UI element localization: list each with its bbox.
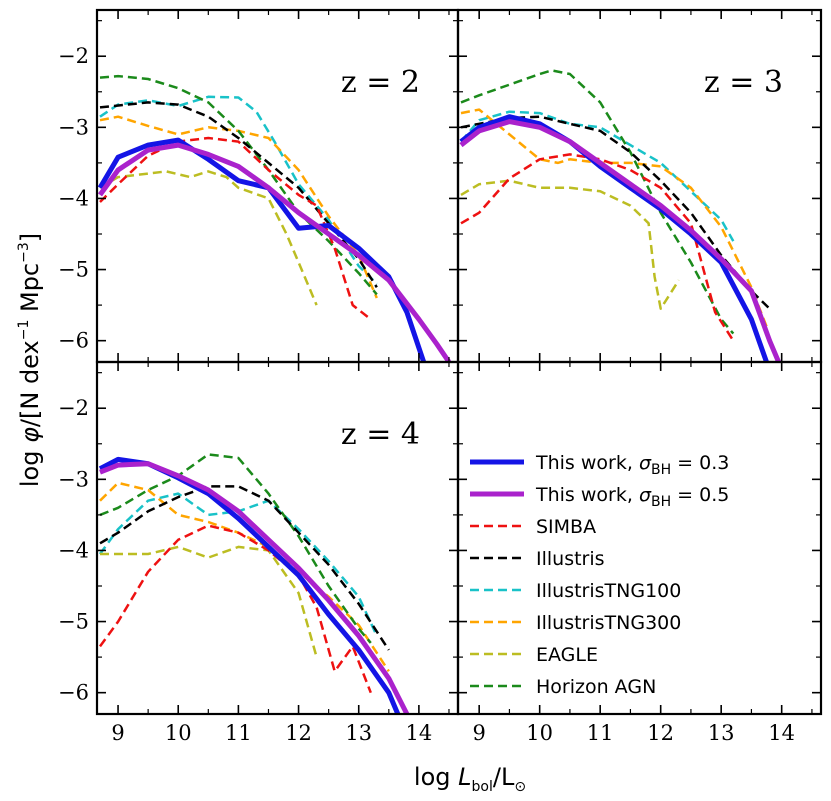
series-line-horizon-agn-panel-2 bbox=[460, 69, 735, 335]
y-tick-label: −4 bbox=[58, 538, 89, 562]
series-line-simba-panel-1 bbox=[99, 136, 372, 321]
panel-2-ticks bbox=[458, 10, 821, 362]
legend-label: This work, σBH = 0.5 bbox=[535, 484, 729, 510]
series-line-illustristng300-panel-1 bbox=[99, 115, 378, 299]
panel-4-ticks bbox=[458, 362, 821, 714]
panel-frame-3 bbox=[95, 360, 460, 716]
legend-item-illustristng100: IllustrisTNG100 bbox=[470, 580, 681, 602]
y-tick-label: −6 bbox=[58, 681, 89, 705]
series-line-eagle-panel-3 bbox=[100, 545, 318, 658]
series-line-illustristng300-panel-2 bbox=[460, 108, 768, 327]
x-tick-label: 12 bbox=[647, 721, 674, 745]
frame-layer: −6 −5 −4 −3 −2 −6 −5 −4 −3 −2 9 10 11 12 13 14 9 10 11 12 13… bbox=[58, 8, 823, 745]
series-line-illustristng300-panel-3 bbox=[99, 481, 390, 672]
y-tick-label: −3 bbox=[58, 115, 89, 139]
x-tick-label: 10 bbox=[526, 721, 553, 745]
panel-1-series bbox=[97, 74, 452, 362]
y-tick-label: −3 bbox=[58, 467, 89, 491]
y-tick-label: −2 bbox=[58, 44, 89, 68]
legend-item-this-work-0-5: This work, σBH = 0.5 bbox=[470, 484, 729, 510]
x-tick-label: 14 bbox=[406, 721, 433, 745]
x-axis-label: log Lbol/L⊙ bbox=[414, 763, 526, 795]
x-tick-label: 11 bbox=[225, 721, 252, 745]
x-tick-label: 14 bbox=[768, 721, 795, 745]
panel-label-1: z = 2 bbox=[341, 65, 420, 100]
series-line-simba-panel-3 bbox=[98, 524, 372, 694]
series-line-illustristng100-panel-2 bbox=[460, 110, 735, 242]
series-line-this-work-sigma-0-5-panel-2 bbox=[459, 119, 781, 362]
panel-frame-4 bbox=[456, 360, 823, 716]
panel-label-3: z = 4 bbox=[341, 417, 420, 452]
series-line-horizon-agn-panel-3 bbox=[99, 453, 372, 644]
x-tick-label: 13 bbox=[708, 721, 735, 745]
panel-3-ticks bbox=[97, 362, 458, 714]
legend-label: Illustris bbox=[536, 548, 605, 570]
y-axis-label: log φ/[N dex−1 Mpc−3] bbox=[16, 233, 44, 487]
legend: This work, σBH = 0.3 This work, σBH = 0.5… bbox=[470, 452, 729, 698]
x-tick-label: 10 bbox=[165, 721, 192, 745]
panel-1-ticks bbox=[97, 10, 458, 362]
x-tick-label: 9 bbox=[111, 721, 124, 745]
series-line-this-work-sigma-0-3-panel-1 bbox=[97, 137, 427, 362]
panel-3: z = 4 bbox=[98, 417, 420, 714]
series-line-horizon-agn-panel-1 bbox=[99, 74, 378, 296]
panel-frame-2 bbox=[456, 8, 823, 364]
legend-label: Horizon AGN bbox=[536, 676, 656, 698]
legend-item-eagle: EAGLE bbox=[470, 644, 598, 666]
series-line-simba-panel-2 bbox=[460, 153, 735, 342]
y-tick-label: −2 bbox=[58, 396, 89, 420]
panel-2: z = 3 bbox=[459, 65, 783, 362]
legend-item-illustris: Illustris bbox=[470, 548, 605, 570]
legend-item-horizon-agn: Horizon AGN bbox=[470, 676, 656, 698]
series-line-this-work-sigma-0-3-panel-2 bbox=[459, 114, 769, 362]
x-tick-label: 12 bbox=[285, 721, 312, 745]
x-tick-label: 13 bbox=[345, 721, 372, 745]
panel-1: z = 2 bbox=[97, 65, 452, 362]
series-line-illustris-panel-2 bbox=[460, 115, 771, 310]
series-line-this-work-sigma-0-5-panel-3 bbox=[99, 461, 410, 714]
legend-label: IllustrisTNG300 bbox=[536, 612, 681, 634]
y-tick-label: −5 bbox=[58, 610, 89, 634]
x-tick-label: 9 bbox=[472, 721, 485, 745]
legend-item-this-work-0-3: This work, σBH = 0.3 bbox=[470, 452, 729, 478]
y-tick-label: −6 bbox=[58, 329, 89, 353]
series-line-eagle-panel-2 bbox=[460, 179, 680, 310]
panel-3-series bbox=[98, 453, 410, 714]
legend-item-simba: SIMBA bbox=[470, 516, 596, 538]
panel-2-series bbox=[459, 69, 781, 362]
y-tick-label: −5 bbox=[58, 258, 89, 282]
series-line-illustris-panel-3 bbox=[99, 485, 390, 651]
series-line-illustris-panel-1 bbox=[99, 101, 378, 288]
panels-layer: z = 2 z = 3 z = 4 bbox=[97, 65, 783, 714]
series-line-illustristng100-panel-1 bbox=[99, 95, 378, 285]
series-line-this-work-sigma-0-3-panel-3 bbox=[98, 456, 401, 714]
series-line-eagle-panel-1 bbox=[99, 170, 318, 306]
panel-label-2: z = 3 bbox=[704, 65, 783, 100]
legend-item-illustristng300: IllustrisTNG300 bbox=[470, 612, 681, 634]
legend-label: EAGLE bbox=[536, 644, 598, 666]
legend-label: IllustrisTNG100 bbox=[536, 580, 681, 602]
legend-label: SIMBA bbox=[536, 516, 596, 538]
axis-labels: log Lbol/L⊙ log φ/[N dex−1 Mpc−3] bbox=[16, 233, 526, 795]
y-tick-label: −4 bbox=[58, 186, 89, 210]
x-tick-label: 11 bbox=[587, 721, 614, 745]
legend-label: This work, σBH = 0.3 bbox=[535, 452, 729, 478]
series-line-this-work-sigma-0-5-panel-1 bbox=[97, 142, 452, 362]
